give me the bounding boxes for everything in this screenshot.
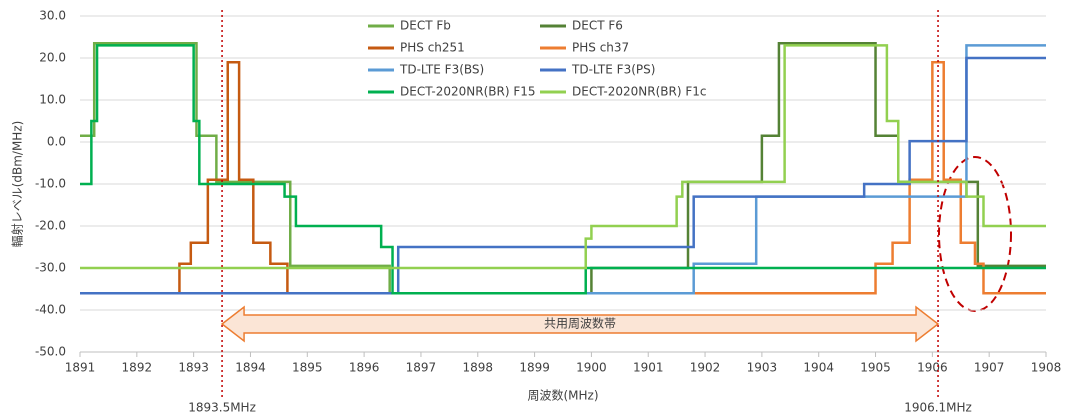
series-line	[693, 60, 1046, 295]
y-tick-label: 10.0	[39, 93, 66, 107]
series-line	[176, 60, 291, 295]
x-tick-label: 1898	[462, 361, 493, 375]
legend-label: DECT-2020NR(BR) F15	[400, 85, 536, 99]
y-tick-label: 0.0	[47, 135, 66, 149]
y-tick-label: 20.0	[39, 51, 66, 65]
y-tick-label: -20.0	[35, 219, 66, 233]
x-tick-label: 1897	[406, 361, 437, 375]
series-line	[80, 42, 421, 295]
series-line	[80, 44, 1046, 295]
x-axis-label: 周波数(MHz)	[527, 388, 598, 403]
series-line	[585, 42, 1046, 295]
marker-label: 1906.1MHz	[904, 401, 972, 415]
y-tick-label: -30.0	[35, 261, 66, 275]
x-tick-label: 1904	[803, 361, 834, 375]
marker-label: 1893.5MHz	[188, 401, 256, 415]
x-tick-label: 1896	[349, 361, 380, 375]
x-tick-label: 1901	[633, 361, 664, 375]
series-line	[80, 56, 1046, 295]
x-tick-label: 1892	[122, 361, 153, 375]
y-axis-label: 輻射レベル(dBm/MHz)	[10, 121, 25, 248]
x-tick-label: 1908	[1031, 361, 1062, 375]
legend-label: DECT Fb	[400, 19, 451, 33]
series-line	[80, 44, 1046, 270]
x-tick-label: 1902	[690, 361, 721, 375]
legend-label: TD-LTE F3(BS)	[399, 63, 484, 77]
x-tick-label: 1891	[65, 361, 96, 375]
y-tick-label: 30.0	[39, 9, 66, 23]
band-arrow	[220, 305, 940, 343]
legend-label: PHS ch37	[572, 41, 629, 55]
legend-label: DECT-2020NR(BR) F1c	[572, 85, 707, 99]
highlight-ellipse	[938, 156, 1012, 312]
x-tick-label: 1905	[860, 361, 891, 375]
y-tick-label: -40.0	[35, 303, 66, 317]
x-tick-label: 1899	[519, 361, 550, 375]
y-tick-label: -10.0	[35, 177, 66, 191]
x-tick-label: 1906	[917, 361, 948, 375]
legend-label: TD-LTE F3(PS)	[571, 63, 655, 77]
x-tick-label: 1907	[974, 361, 1005, 375]
x-tick-label: 1893	[178, 361, 209, 375]
x-tick-label: 1895	[292, 361, 323, 375]
band-label: 共用周波数帯	[544, 316, 616, 331]
legend-label: PHS ch251	[400, 41, 465, 55]
legend-label: DECT F6	[572, 19, 623, 33]
x-tick-label: 1894	[235, 361, 266, 375]
series-line	[80, 44, 1046, 295]
x-tick-label: 1903	[747, 361, 778, 375]
y-tick-label: -50.0	[35, 345, 66, 359]
x-tick-label: 1900	[576, 361, 607, 375]
